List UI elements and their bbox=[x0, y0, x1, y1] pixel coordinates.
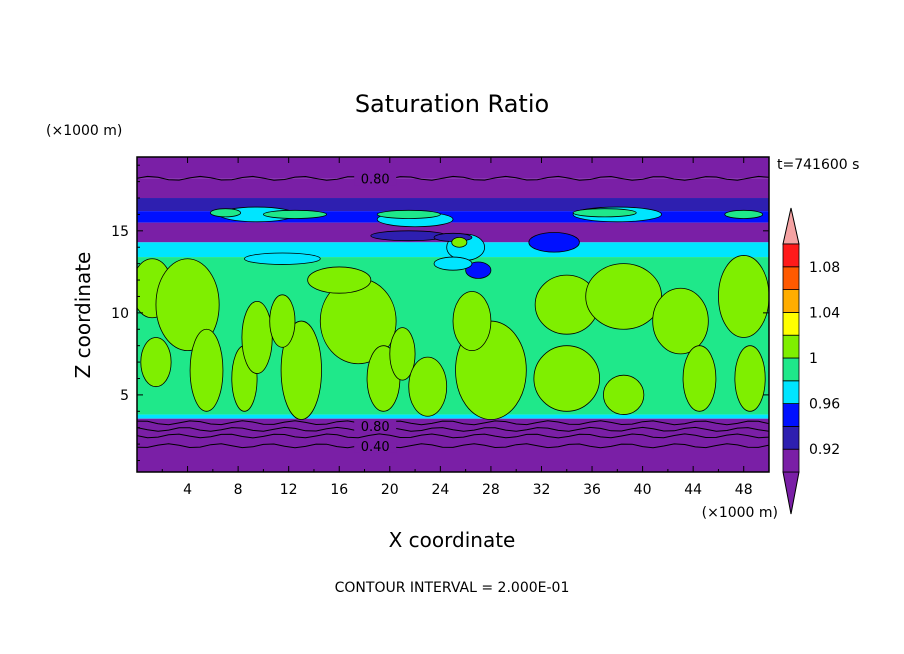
y-tick-label-0: 5 bbox=[120, 388, 129, 404]
blob-1 bbox=[155, 258, 220, 351]
contour-label-1: 0.80 bbox=[361, 420, 390, 435]
x-tick-label-6: 28 bbox=[482, 482, 500, 498]
blob-14 bbox=[452, 291, 492, 351]
blob-32 bbox=[528, 232, 580, 253]
colorbar-swatch-1 bbox=[782, 425, 800, 450]
band-0 bbox=[137, 157, 769, 179]
contour-line-3 bbox=[137, 433, 769, 439]
blob-20 bbox=[682, 345, 717, 412]
blob-12 bbox=[307, 266, 372, 294]
colorbar-tick-label-0: 1.08 bbox=[809, 260, 840, 276]
x-tick-label-8: 36 bbox=[583, 482, 601, 498]
x-tick-label-9: 40 bbox=[634, 482, 652, 498]
contour-line-4 bbox=[137, 443, 769, 449]
colorbar: 1.08 1.04 1 0.96 0.92 bbox=[782, 207, 840, 515]
colorbar-swatch-5 bbox=[782, 334, 800, 359]
blob-19 bbox=[652, 287, 709, 355]
blob-7 bbox=[269, 294, 296, 348]
contour-fill bbox=[137, 157, 769, 472]
colorbar-swatch-6 bbox=[782, 311, 800, 336]
blob-28 bbox=[376, 209, 441, 219]
blob-3 bbox=[189, 328, 224, 412]
x-tick-label-2: 12 bbox=[280, 482, 298, 498]
time-label: t=741600 s bbox=[777, 157, 859, 173]
band-1 bbox=[137, 178, 769, 199]
contour-label-2: 0.40 bbox=[361, 440, 390, 455]
blob-17 bbox=[603, 374, 645, 415]
blob-27 bbox=[262, 209, 327, 219]
y-unit-label: (×1000 m) bbox=[46, 123, 122, 139]
colorbar-tick-label-1: 1.04 bbox=[809, 305, 840, 321]
contour-lines bbox=[137, 175, 769, 449]
colorbar-swatch-0 bbox=[782, 448, 800, 473]
colorbar-tick-label-4: 0.92 bbox=[809, 442, 840, 458]
blob-11 bbox=[408, 356, 448, 417]
x-tick-label-5: 24 bbox=[431, 482, 449, 498]
x-tick-label-4: 20 bbox=[381, 482, 399, 498]
footer-contour-interval: CONTOUR INTERVAL = 2.000E-01 bbox=[335, 580, 570, 596]
colorbar-swatch-4 bbox=[782, 357, 800, 382]
x-tick-label-3: 16 bbox=[330, 482, 348, 498]
y-tick-label-2: 15 bbox=[111, 224, 129, 240]
contour-label-bg-2 bbox=[354, 438, 397, 453]
y-axis-label: Z coordinate bbox=[71, 252, 95, 379]
colorbar-tick-label-2: 1 bbox=[809, 351, 818, 367]
colorbar-over-arrow bbox=[782, 207, 800, 245]
band-7 bbox=[137, 414, 769, 419]
x-tick-label-11: 48 bbox=[735, 482, 753, 498]
colorbar-swatch-2 bbox=[782, 403, 800, 427]
y-axis-ticks: 5 10 15 bbox=[111, 164, 769, 462]
x-tick-label-0: 4 bbox=[183, 482, 192, 498]
blob-10 bbox=[389, 327, 416, 381]
colorbar-swatch-9 bbox=[782, 243, 800, 268]
x-tick-label-10: 44 bbox=[684, 482, 702, 498]
contour-label-bg-0 bbox=[354, 171, 397, 186]
blob-18 bbox=[585, 263, 662, 330]
band-4 bbox=[137, 222, 769, 243]
blob-36 bbox=[451, 236, 468, 248]
contour-label-0: 0.80 bbox=[361, 172, 390, 187]
blob-2 bbox=[140, 337, 172, 388]
contour-line-1 bbox=[137, 420, 769, 426]
blob-26 bbox=[209, 208, 242, 218]
x-tick-label-7: 32 bbox=[533, 482, 551, 498]
blob-16 bbox=[533, 345, 601, 412]
blob-38 bbox=[433, 256, 473, 271]
colorbar-swatch-7 bbox=[782, 289, 800, 313]
blob-30 bbox=[724, 209, 764, 219]
blob-29 bbox=[572, 208, 637, 218]
blob-5 bbox=[241, 300, 273, 374]
blob-37 bbox=[244, 252, 321, 265]
y-tick-label-1: 10 bbox=[111, 306, 129, 322]
x-unit-label: (×1000 m) bbox=[702, 505, 778, 521]
contour-line-0 bbox=[137, 175, 769, 181]
blob-21 bbox=[718, 255, 769, 338]
colorbar-tick-label-3: 0.96 bbox=[809, 397, 840, 413]
x-tick-label-1: 8 bbox=[234, 482, 243, 498]
contour-label-bg-1 bbox=[354, 419, 397, 434]
x-axis-label: X coordinate bbox=[389, 528, 516, 552]
plot-frame bbox=[136, 156, 770, 473]
contour-labels: 0.80 0.80 0.40 bbox=[354, 171, 397, 455]
band-8 bbox=[137, 418, 769, 472]
x-axis-ticks: 4 8 12 16 20 24 28 32 36 40 44 48 bbox=[161, 157, 753, 498]
blob-33 bbox=[465, 261, 492, 279]
colorbar-under-arrow bbox=[782, 471, 800, 515]
contour-line-2 bbox=[137, 426, 769, 432]
blob-6 bbox=[280, 320, 322, 420]
chart-title: Saturation Ratio bbox=[355, 90, 549, 118]
colorbar-swatch-3 bbox=[782, 380, 800, 404]
colorbar-swatch-8 bbox=[782, 266, 800, 290]
band-3 bbox=[137, 211, 769, 223]
blob-22 bbox=[734, 345, 766, 412]
